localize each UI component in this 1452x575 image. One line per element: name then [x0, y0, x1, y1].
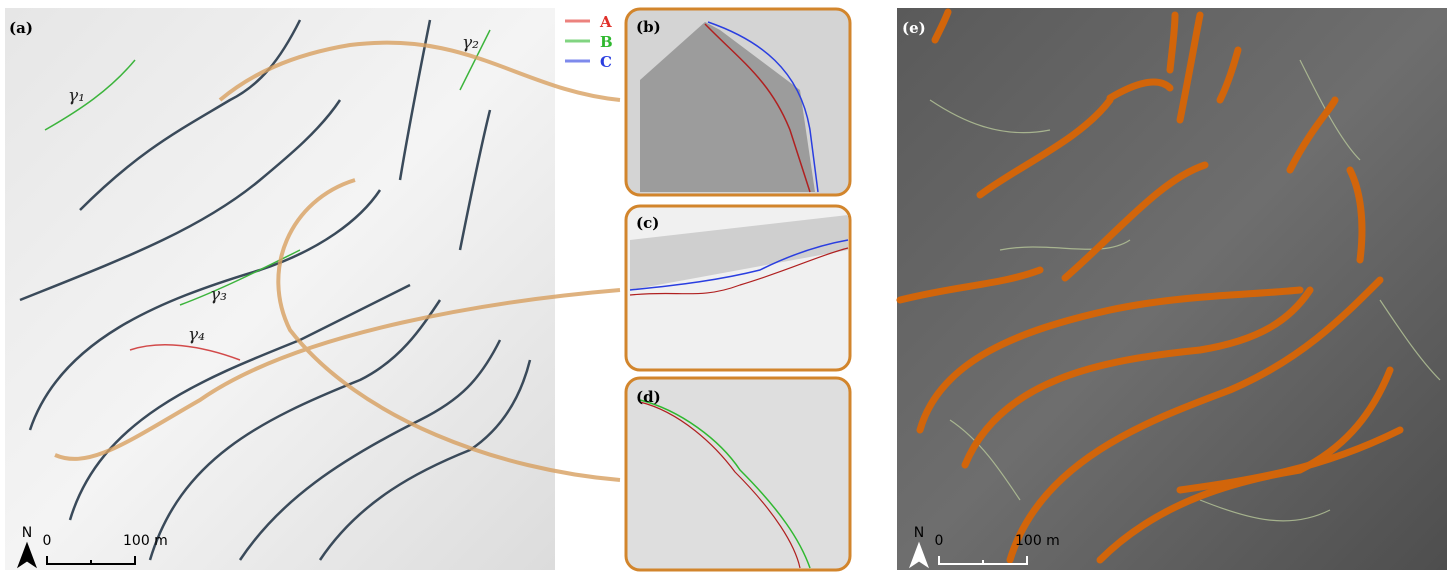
scale-start: 0: [935, 533, 944, 549]
north-label: N: [914, 525, 924, 541]
panel-label: (d): [636, 388, 661, 406]
panel-label: (e): [902, 19, 926, 37]
inset-d: (d): [626, 378, 850, 570]
figure: (a) γ₁ γ₂ γ₃ γ₄ (b) (c) (d) ABC: [0, 0, 1452, 575]
curve-label: γ₃: [210, 285, 227, 305]
inset-b: (b): [626, 9, 850, 195]
legend-label: A: [599, 13, 612, 31]
legend-label: B: [600, 33, 613, 51]
curve-label: γ₂: [462, 33, 479, 53]
panel-label: (c): [636, 214, 659, 232]
scale-end: 100 m: [123, 533, 168, 549]
panel-label: (a): [9, 19, 33, 37]
inset-c: (c): [626, 206, 850, 370]
legend: ABC: [565, 13, 613, 71]
scale-end: 100 m: [1015, 533, 1060, 549]
legend-label: C: [600, 53, 612, 71]
curve-label: γ₄: [188, 325, 205, 345]
panel-label: (b): [636, 18, 661, 36]
north-label: N: [22, 525, 32, 541]
scale-start: 0: [43, 533, 52, 549]
terrain-e: [897, 8, 1447, 570]
curve-label: γ₁: [68, 86, 85, 106]
